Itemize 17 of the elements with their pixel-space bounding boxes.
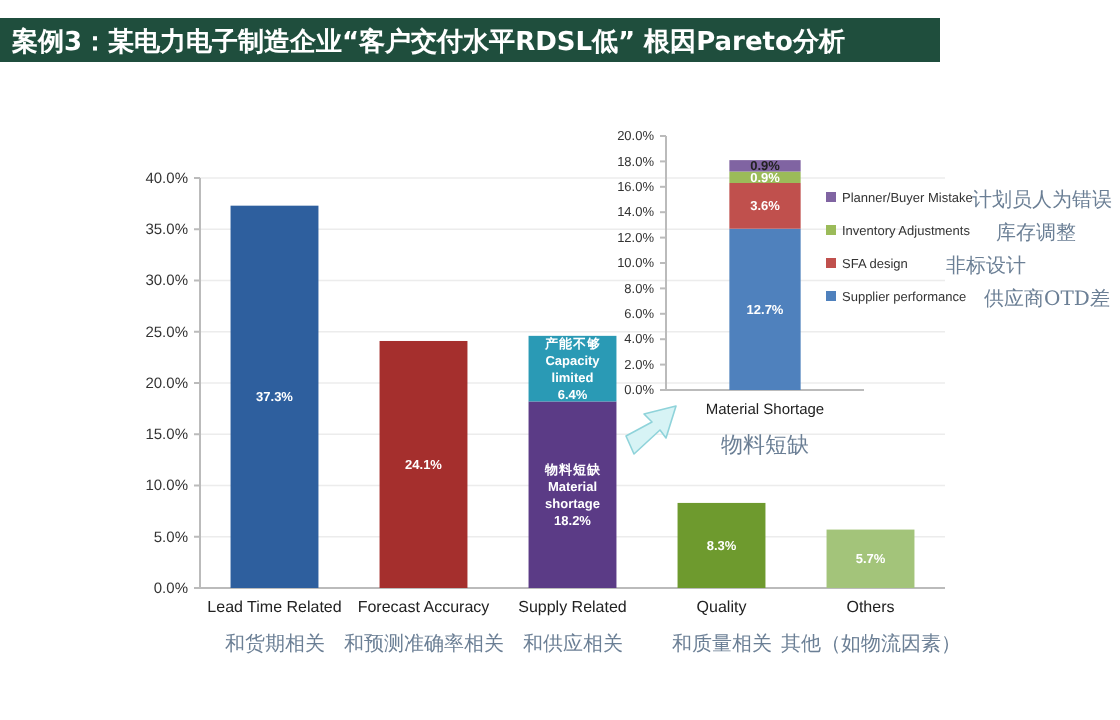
x-tick-label: Supply Related 和供应相关 [518, 598, 627, 656]
x-tick-label: Lead Time Related 和货期相关 [207, 598, 342, 656]
chart-title: 案例3：某电力电子制造企业“客户交付水平RDSL低” 根因Pareto分析 [10, 26, 845, 58]
text: 非标设计 [946, 254, 1026, 278]
bar [677, 502, 766, 588]
text: 计划员人为错误 [972, 188, 1112, 212]
text: 库存调整 [996, 221, 1076, 245]
bar [826, 529, 915, 588]
bar [729, 182, 801, 229]
x-tick-label: Others 其他（如物流因素） [780, 598, 961, 656]
bar [528, 401, 617, 588]
bar [230, 205, 319, 588]
text: 供应商OTD差 [984, 287, 1110, 311]
bar [379, 340, 468, 588]
x-tick-label: Forecast Accuracy 和预测准确率相关 [343, 598, 504, 656]
x-tick-label: Quality 和质量相关 [671, 598, 772, 656]
bar [729, 228, 801, 390]
